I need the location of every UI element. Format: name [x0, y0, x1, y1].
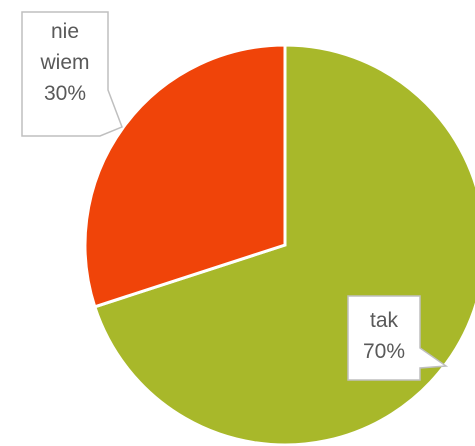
value-label: 30% [43, 82, 87, 105]
data-label: tak 70% [348, 305, 420, 367]
data-label: nie wiem 30% [22, 16, 108, 109]
callout-box [21, 11, 123, 137]
category-label: nie wiem [40, 20, 90, 74]
slices [83, 43, 475, 446]
pie-slice [83, 43, 287, 309]
callout-box [347, 295, 449, 381]
value-label: 70% [362, 340, 406, 363]
category-label: tak [369, 309, 398, 332]
